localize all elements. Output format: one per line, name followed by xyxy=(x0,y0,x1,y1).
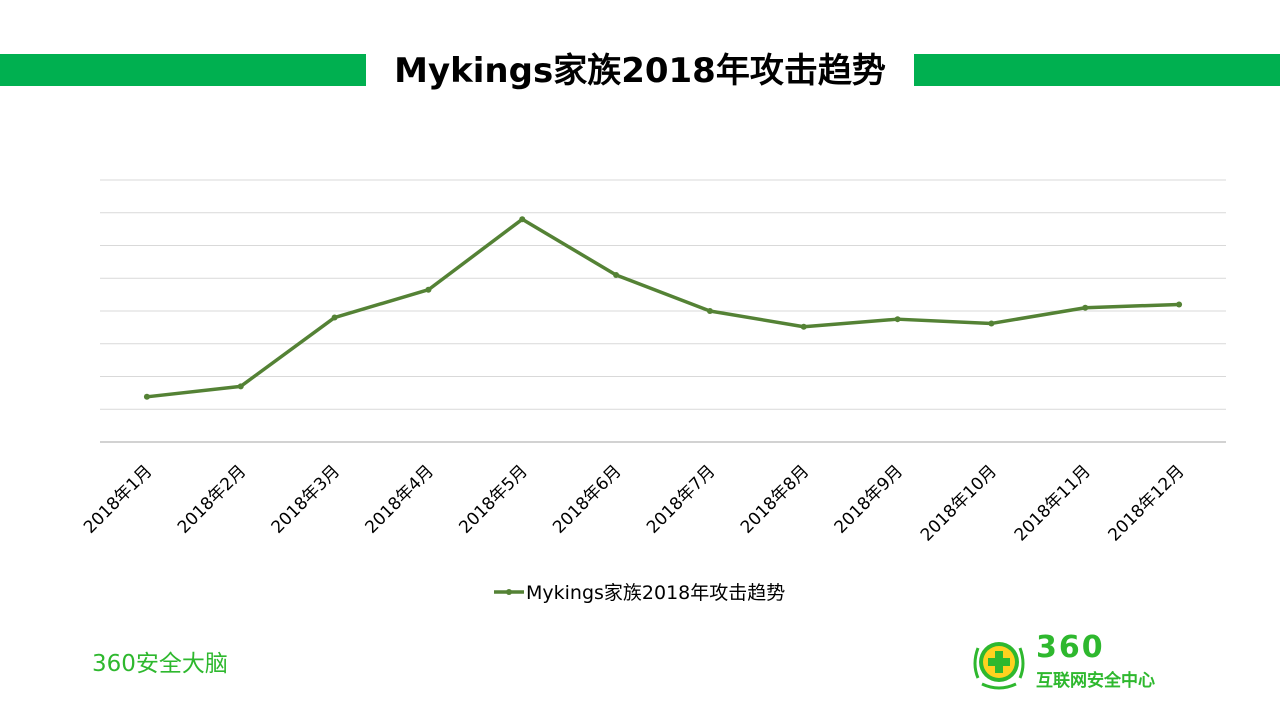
x-tick-label: 2018年11月 xyxy=(1011,461,1095,545)
company-logo: 360 互联网安全中心 xyxy=(968,630,1198,694)
x-tick-label: 2018年4月 xyxy=(362,461,438,537)
data-point xyxy=(331,314,338,321)
title-accent-bar-right xyxy=(914,54,1280,86)
series-line xyxy=(145,217,1181,399)
x-tick-label: 2018年1月 xyxy=(80,461,156,537)
x-tick-label: 2018年12月 xyxy=(1105,461,1189,545)
x-tick-label: 2018年7月 xyxy=(643,461,719,537)
data-point xyxy=(988,320,995,327)
logo-text: 互联网安全中心 xyxy=(1036,671,1155,691)
data-point xyxy=(237,383,244,390)
x-tick-label: 2018年9月 xyxy=(831,461,907,537)
x-tick-label: 2018年2月 xyxy=(174,461,250,537)
slide-title: Mykings家族2018年攻击趋势 xyxy=(394,51,886,91)
x-tick-label: 2018年3月 xyxy=(268,461,344,537)
x-tick-label: 2018年6月 xyxy=(549,461,625,537)
data-point xyxy=(613,271,620,278)
data-point xyxy=(1176,301,1183,308)
data-point xyxy=(143,393,150,400)
data-point xyxy=(425,286,432,293)
title-accent-bar-left xyxy=(0,54,366,86)
legend-label: Mykings家族2018年攻击趋势 xyxy=(526,582,785,604)
footer-brand-text: 360安全大脑 xyxy=(92,651,228,677)
x-tick-label: 2018年10月 xyxy=(917,461,1001,545)
data-point xyxy=(800,323,807,330)
logo-number: 360 xyxy=(1036,630,1105,665)
legend-marker xyxy=(506,589,512,595)
data-point xyxy=(1082,304,1089,311)
x-tick-label: 2018年5月 xyxy=(455,461,531,537)
data-point xyxy=(894,316,901,323)
data-point xyxy=(706,308,713,314)
data-point xyxy=(519,216,526,223)
shield-plus-icon xyxy=(973,642,1025,690)
x-tick-label: 2018年8月 xyxy=(737,461,813,537)
